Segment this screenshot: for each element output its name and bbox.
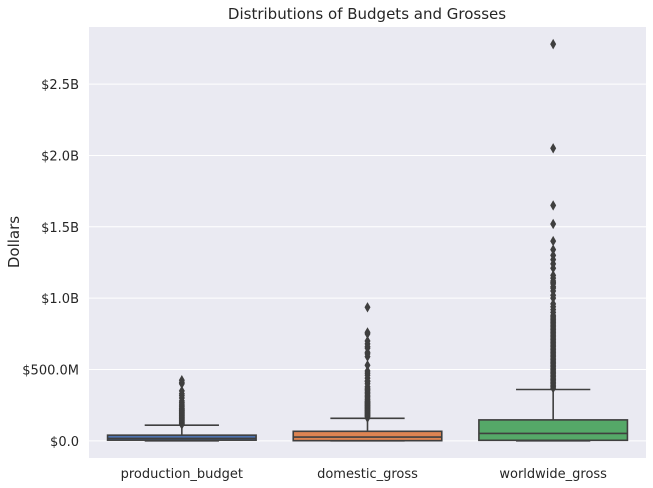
outlier-point	[364, 302, 371, 313]
box-production_budget	[106, 375, 257, 442]
y-axis-title: Dollars	[5, 216, 23, 268]
chart-title: Distributions of Budgets and Grosses	[228, 5, 506, 23]
x-tick-label: worldwide_gross	[499, 467, 607, 482]
outlier-point	[550, 38, 557, 50]
boxes	[106, 38, 629, 442]
outlier-point	[550, 244, 557, 255]
outlier-point	[178, 375, 185, 386]
box-worldwide_gross	[478, 38, 629, 442]
outlier-point	[550, 270, 557, 281]
y-tick-label: $2.0B	[41, 149, 79, 164]
y-axis-ticks: $0.0 $500.0M $1.0B $1.5B $2.0B $2.5B	[22, 78, 79, 450]
outlier-point	[550, 200, 557, 211]
box-domestic_gross	[292, 302, 443, 442]
y-tick-label: $0.0	[50, 435, 79, 450]
x-tick-label: domestic_gross	[317, 467, 418, 482]
outlier-point	[550, 235, 557, 247]
outlier-point	[364, 365, 371, 377]
y-tick-label: $500.0M	[22, 364, 79, 379]
y-tick-label: $1.5B	[41, 221, 79, 236]
outlier-point	[550, 143, 557, 154]
outlier-point	[364, 335, 371, 347]
outlier-point	[364, 327, 371, 338]
outlier-point	[178, 385, 185, 397]
y-tick-label: $1.0B	[41, 292, 79, 307]
outlier-point	[550, 298, 557, 310]
outlier-point	[550, 218, 557, 230]
outlier-point	[550, 250, 557, 261]
y-tick-label: $2.5B	[41, 78, 79, 93]
x-tick-label: production_budget	[121, 467, 243, 482]
box-iqr	[292, 430, 443, 442]
box-iqr	[478, 419, 629, 442]
x-axis-ticks: production_budget domestic_gross worldwide…	[121, 467, 608, 482]
outlier-point	[364, 360, 371, 371]
